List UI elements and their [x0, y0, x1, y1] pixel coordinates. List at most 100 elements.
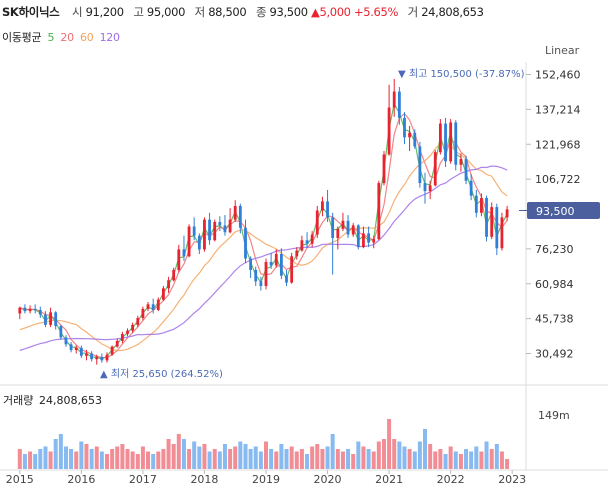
candle-body	[79, 347, 83, 356]
price-axis-tick: 137,214	[535, 103, 581, 116]
candle-body	[438, 123, 442, 153]
candle-body	[223, 225, 227, 233]
candle-body	[367, 233, 371, 243]
volume-bar	[366, 449, 371, 469]
volume-bar	[330, 434, 335, 469]
candle-body	[136, 318, 140, 325]
volume-bar	[192, 441, 197, 469]
volume-bar	[125, 449, 130, 469]
candle-body	[449, 122, 453, 162]
candle-body	[110, 346, 114, 355]
volume-bar	[458, 454, 463, 469]
candle-body	[423, 183, 427, 192]
volume-bar	[279, 444, 284, 469]
candle-body	[151, 304, 155, 311]
volume-bar	[412, 451, 417, 469]
time-axis-label: 2017	[129, 473, 157, 486]
volume-bar	[438, 449, 443, 469]
volume-bar	[443, 454, 448, 469]
volume-bar	[494, 444, 499, 469]
ma-120-label[interactable]: 120	[99, 31, 120, 44]
candle-body	[351, 225, 355, 235]
candle-body	[305, 240, 309, 244]
candle-body	[295, 250, 299, 257]
price-change-percent: +5.65%	[353, 5, 399, 19]
volume-bar	[58, 434, 63, 469]
candle-body	[131, 324, 135, 331]
volume-bar	[48, 451, 53, 469]
candle-body	[321, 201, 324, 211]
candle-body	[233, 205, 237, 220]
ma-20-label[interactable]: 20	[60, 31, 74, 44]
open-label: 시	[72, 5, 83, 19]
candle-body	[85, 353, 88, 356]
candle-body	[208, 219, 211, 241]
ma-60-label[interactable]: 60	[80, 31, 94, 44]
candle-body	[33, 308, 37, 311]
time-axis-label: 2023	[498, 473, 526, 486]
candle-body	[44, 314, 47, 325]
scale-mode-label[interactable]: Linear	[545, 44, 580, 57]
volume-bar	[407, 449, 412, 469]
volume-bar	[376, 441, 381, 469]
candle-body	[382, 154, 386, 184]
candle-body	[218, 221, 222, 226]
candle-body	[341, 220, 345, 229]
volume-bar	[110, 449, 115, 469]
volume-bar	[105, 454, 110, 469]
candle-body	[38, 310, 42, 315]
volume-bar	[335, 449, 340, 469]
volume-value: 24,808,653	[421, 5, 484, 19]
candle-body	[74, 347, 78, 351]
time-axis-label: 2021	[375, 473, 403, 486]
candle-body	[126, 330, 129, 335]
candle-body	[105, 354, 109, 361]
ma-5-label[interactable]: 5	[47, 31, 55, 44]
volume-bar	[264, 441, 268, 469]
volume-label: 거	[407, 5, 419, 19]
volume-bar	[176, 434, 181, 469]
price-axis-tick: 152,460	[535, 69, 581, 82]
candle-body	[259, 281, 263, 287]
volume-bar	[269, 449, 274, 469]
candle-body	[146, 304, 150, 309]
ma-120-line	[19, 165, 508, 352]
candle-body	[459, 159, 463, 165]
candle-body	[428, 185, 432, 192]
volume-bar	[89, 449, 94, 469]
candle-body	[418, 146, 422, 184]
volume-scale-tick: 149m	[538, 409, 570, 422]
volume-bar	[197, 446, 202, 469]
volume-panel-label: 거래량	[3, 394, 33, 407]
volume-bar	[53, 439, 58, 469]
price-change: ▲5,000	[310, 5, 351, 19]
candle-body	[290, 256, 294, 283]
low-price: 88,500	[208, 5, 247, 19]
volume-bar	[99, 451, 104, 469]
candle-body	[228, 219, 232, 233]
volume-bar	[130, 451, 135, 469]
price-axis-tick: 106,722	[535, 173, 581, 186]
volume-bar	[120, 444, 125, 469]
volume-bar	[387, 419, 392, 469]
volume-bar	[248, 449, 253, 469]
volume-bar	[156, 451, 161, 469]
time-axis-label: 2022	[437, 473, 465, 486]
candle-body	[387, 107, 391, 155]
candle-body	[254, 269, 258, 282]
time-axis-label: 2016	[67, 473, 95, 486]
volume-bar	[479, 451, 484, 469]
volume-bar	[402, 446, 407, 469]
volume-bar	[505, 459, 510, 469]
moving-average-title: 이동평균	[2, 31, 42, 44]
candle-body	[269, 261, 273, 266]
ma-5-line	[19, 102, 508, 360]
close-label: 종	[255, 5, 267, 19]
time-axis-label: 2018	[190, 473, 218, 486]
candle-body	[490, 207, 494, 237]
volume-bar	[315, 444, 320, 469]
volume-bar	[171, 444, 176, 469]
candle-body	[397, 91, 401, 118]
volume-bar	[325, 446, 330, 469]
